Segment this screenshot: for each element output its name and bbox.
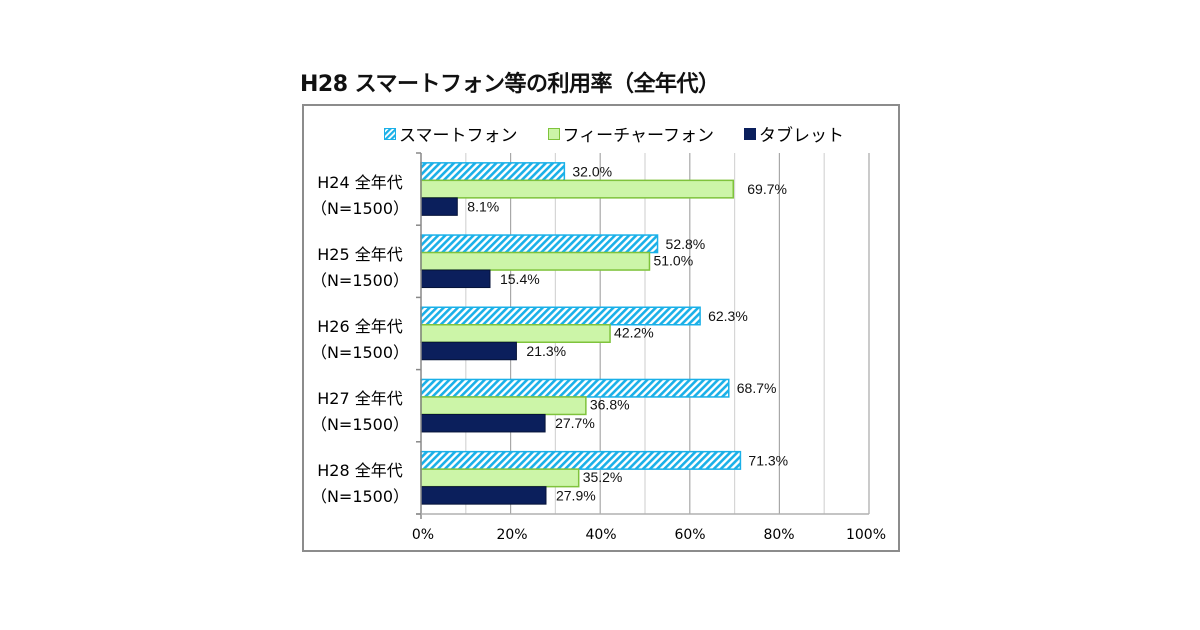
axes bbox=[416, 152, 869, 519]
bar-smartphone bbox=[420, 450, 742, 470]
y-label-h25: H25 全年代 （N=1500） bbox=[305, 242, 415, 294]
legend-swatch-smartphone bbox=[384, 127, 396, 140]
y-label-line2: （N=1500） bbox=[310, 415, 410, 434]
y-label-h28: H28 全年代 （N=1500） bbox=[305, 458, 415, 510]
bar-tablet bbox=[420, 341, 517, 361]
data-label: 51.0% bbox=[653, 252, 693, 268]
y-label-h27: H27 全年代 （N=1500） bbox=[305, 386, 415, 438]
y-label-h24: H24 全年代 （N=1500） bbox=[305, 170, 415, 222]
bar-smartphone bbox=[420, 306, 701, 326]
x-tick-label: 20% bbox=[496, 527, 528, 543]
y-label-line2: （N=1500） bbox=[310, 271, 410, 290]
bar-tablet bbox=[420, 413, 546, 433]
data-label: 35.2% bbox=[583, 469, 623, 485]
x-tick-label: 40% bbox=[585, 527, 617, 543]
legend-item-featurephone: フィーチャーフォン bbox=[547, 121, 714, 146]
bar-featurephone bbox=[420, 468, 580, 488]
data-labels: 32.0% 69.7% 8.1% 52.8%51.0% 15.4% 62.3% 42.2% 2… bbox=[467, 164, 788, 504]
legend: スマートフォン フィーチャーフォン タブレット bbox=[384, 121, 844, 146]
data-label: 62.3% bbox=[708, 308, 748, 324]
x-tick-label: 100% bbox=[845, 527, 887, 543]
chart-title: H28 スマートフォン等の利用率（全年代） bbox=[300, 72, 720, 97]
y-label-line2: （N=1500） bbox=[310, 343, 410, 362]
y-label-line1: H25 全年代 bbox=[317, 245, 403, 264]
y-label-line1: H24 全年代 bbox=[317, 173, 403, 192]
legend-label-featurephone: フィーチャーフォン bbox=[562, 126, 714, 146]
data-label: 36.8% bbox=[590, 397, 630, 413]
data-label: 69.7% bbox=[747, 181, 787, 197]
data-label: 8.1% bbox=[467, 199, 499, 215]
bar-featurephone bbox=[420, 251, 651, 271]
bar-smartphone bbox=[420, 378, 730, 398]
legend-item-smartphone: スマートフォン bbox=[384, 121, 518, 146]
data-label: 52.8% bbox=[666, 236, 706, 252]
bar-tablet bbox=[420, 486, 547, 505]
data-label: 21.3% bbox=[526, 343, 566, 359]
x-tick-label: 60% bbox=[674, 527, 706, 543]
y-label-line1: H26 全年代 bbox=[317, 317, 403, 336]
y-label-line2: （N=1500） bbox=[310, 487, 410, 506]
y-label-line2: （N=1500） bbox=[310, 199, 410, 218]
legend-swatch-featurephone bbox=[547, 127, 560, 140]
x-tick-label: 80% bbox=[763, 527, 795, 543]
bar-featurephone bbox=[420, 396, 587, 416]
legend-label-smartphone: スマートフォン bbox=[399, 126, 518, 146]
data-label: 68.7% bbox=[737, 380, 777, 396]
y-label-line1: H28 全年代 bbox=[317, 461, 403, 480]
bar-smartphone bbox=[420, 234, 659, 254]
data-label: 42.2% bbox=[614, 325, 654, 341]
legend-label-tablet: タブレット bbox=[758, 126, 844, 146]
bar-tablet bbox=[420, 197, 458, 216]
x-tick-label: 0% bbox=[411, 527, 435, 543]
bar-featurephone bbox=[420, 179, 735, 199]
y-label-line1: H27 全年代 bbox=[317, 389, 403, 408]
bar-tablet bbox=[420, 269, 491, 289]
data-label: 27.9% bbox=[556, 487, 596, 503]
data-label: 71.3% bbox=[748, 452, 788, 468]
y-label-h26: H26 全年代 （N=1500） bbox=[305, 314, 415, 366]
bar-smartphone bbox=[420, 162, 566, 182]
legend-swatch-tablet bbox=[743, 127, 756, 140]
data-label: 27.7% bbox=[555, 415, 595, 431]
data-label: 32.0% bbox=[572, 164, 612, 180]
data-label: 15.4% bbox=[500, 271, 540, 287]
bar-featurephone bbox=[420, 324, 611, 343]
legend-item-tablet: タブレット bbox=[743, 121, 844, 146]
